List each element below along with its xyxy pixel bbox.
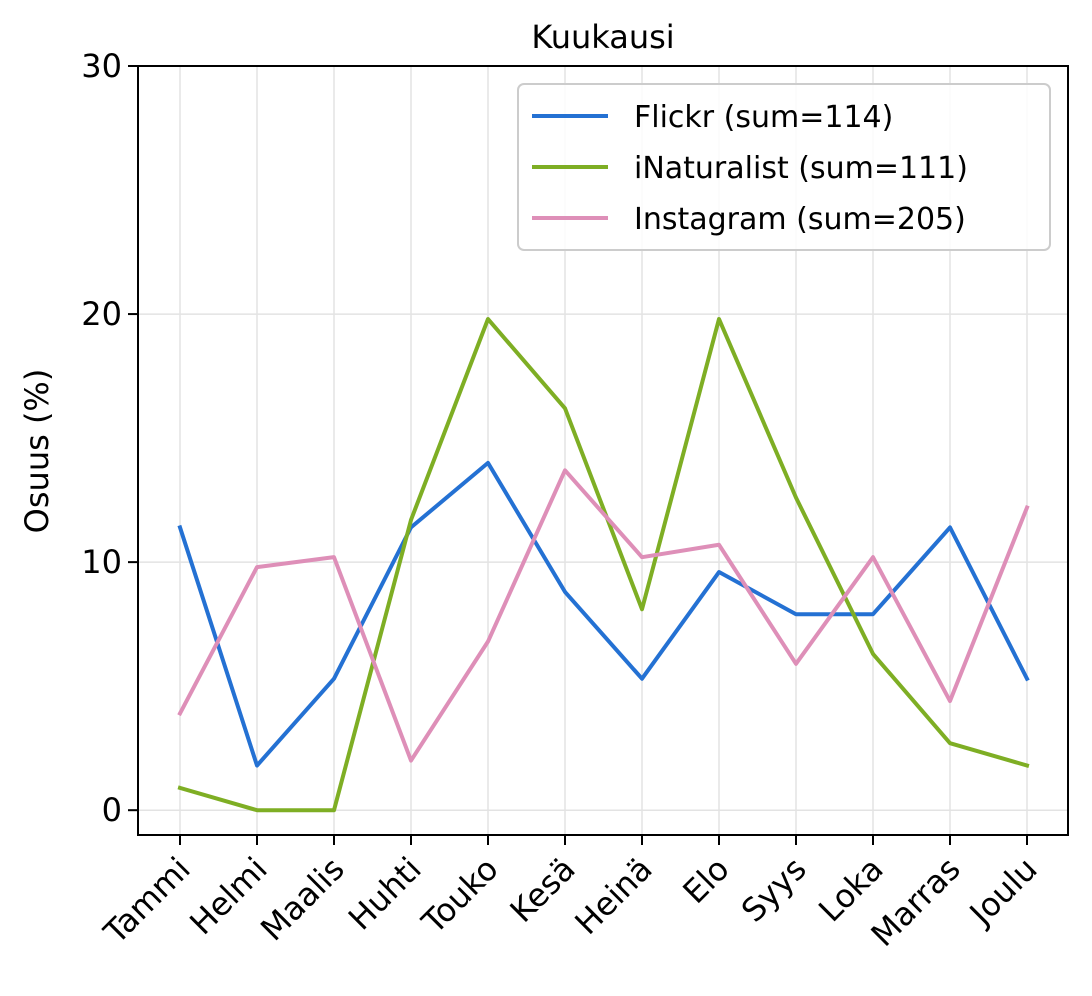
x-tick-label: Huhti (341, 850, 429, 938)
y-tick-label: 10 (81, 543, 122, 581)
legend-label: iNaturalist (sum=111) (634, 151, 968, 186)
plot-frame (137, 65, 1069, 836)
x-tick-label: Heinä (567, 850, 659, 942)
legend-label: Flickr (sum=114) (634, 100, 893, 135)
series-line-0 (177, 460, 1030, 768)
y-axis-ticks: 0 10 20 30 (81, 47, 138, 829)
y-axis-label: Osuus (%) (18, 369, 56, 534)
y-tick-label: 0 (102, 791, 122, 829)
series-line-1 (177, 317, 1030, 813)
legend-box (517, 83, 1051, 251)
y-tick-label: 20 (81, 295, 122, 333)
legend: Flickr (sum=114) iNaturalist (sum=111) Ins… (517, 83, 1051, 251)
chart-title: Kuukausi (531, 18, 674, 56)
x-tick-label: Elo (675, 850, 736, 911)
x-tick-label: Maalis (253, 850, 351, 948)
series-line-2 (177, 468, 1030, 763)
series-lines (177, 317, 1030, 813)
x-tick-label: Tammi (96, 850, 198, 952)
x-tick-label: Joulu (961, 850, 1045, 934)
x-tick-label: Touko (414, 850, 506, 942)
legend-label: Instagram (sum=205) (634, 202, 966, 237)
y-tick-label: 30 (81, 47, 122, 85)
x-tick-label: Syys (734, 850, 814, 930)
